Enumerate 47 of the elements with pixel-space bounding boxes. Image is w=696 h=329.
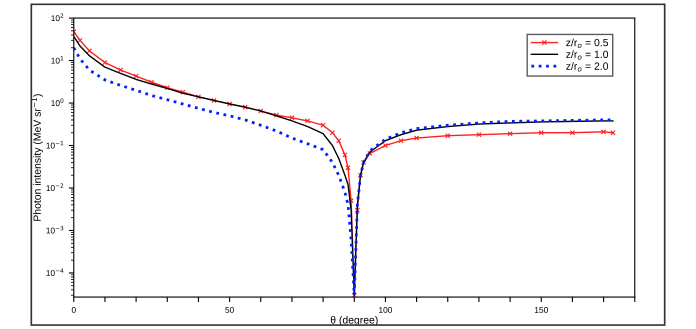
y-tick-label: 10$^{−1}$ [46, 141, 64, 149]
y-tick-label: 10$^{−4}$ [46, 268, 64, 276]
point [86, 48, 92, 54]
point [600, 129, 606, 134]
x-tick-label: 150 [534, 307, 548, 313]
point [570, 130, 576, 136]
y-tick-label: 10$^{1}$ [51, 56, 64, 64]
point [382, 142, 388, 148]
point [258, 108, 264, 114]
point [289, 115, 295, 120]
point [118, 67, 124, 73]
point [196, 94, 202, 100]
point [336, 138, 342, 144]
point [330, 130, 336, 136]
legend-label: z/r$_{o}$ = 1.0 [566, 50, 608, 60]
point [304, 118, 310, 124]
point [476, 132, 482, 138]
point [538, 130, 544, 136]
point [414, 135, 420, 141]
point [242, 104, 248, 110]
point [398, 138, 404, 144]
point [345, 165, 351, 170]
point [354, 208, 360, 213]
point [226, 101, 232, 107]
point [102, 60, 108, 66]
y-tick-label: 10$^{2}$ [51, 14, 64, 22]
point [507, 131, 513, 136]
point [180, 90, 186, 95]
y-tick-label: 10$^{−3}$ [46, 226, 64, 234]
x-axis-title: θ (degree) [330, 316, 378, 326]
point [445, 133, 450, 138]
point [211, 98, 217, 104]
point [342, 152, 348, 158]
legend-label: z/r$_{o}$ = 2.0 [566, 62, 608, 72]
y-tick-label: 10$^{−2}$ [46, 183, 64, 192]
x-tick-label: 0 [72, 307, 76, 313]
point [149, 80, 154, 85]
point [320, 122, 326, 128]
legend-label: z/r$_{o}$ = 0.5 [566, 38, 608, 48]
point [164, 85, 170, 90]
y-tick-label: 10$^{0}$ [51, 98, 64, 106]
point [133, 74, 139, 79]
x-tick-label: 50 [225, 307, 234, 313]
point [274, 112, 279, 118]
point [358, 172, 364, 178]
x-tick-label: 100 [379, 307, 392, 313]
point [348, 198, 354, 204]
